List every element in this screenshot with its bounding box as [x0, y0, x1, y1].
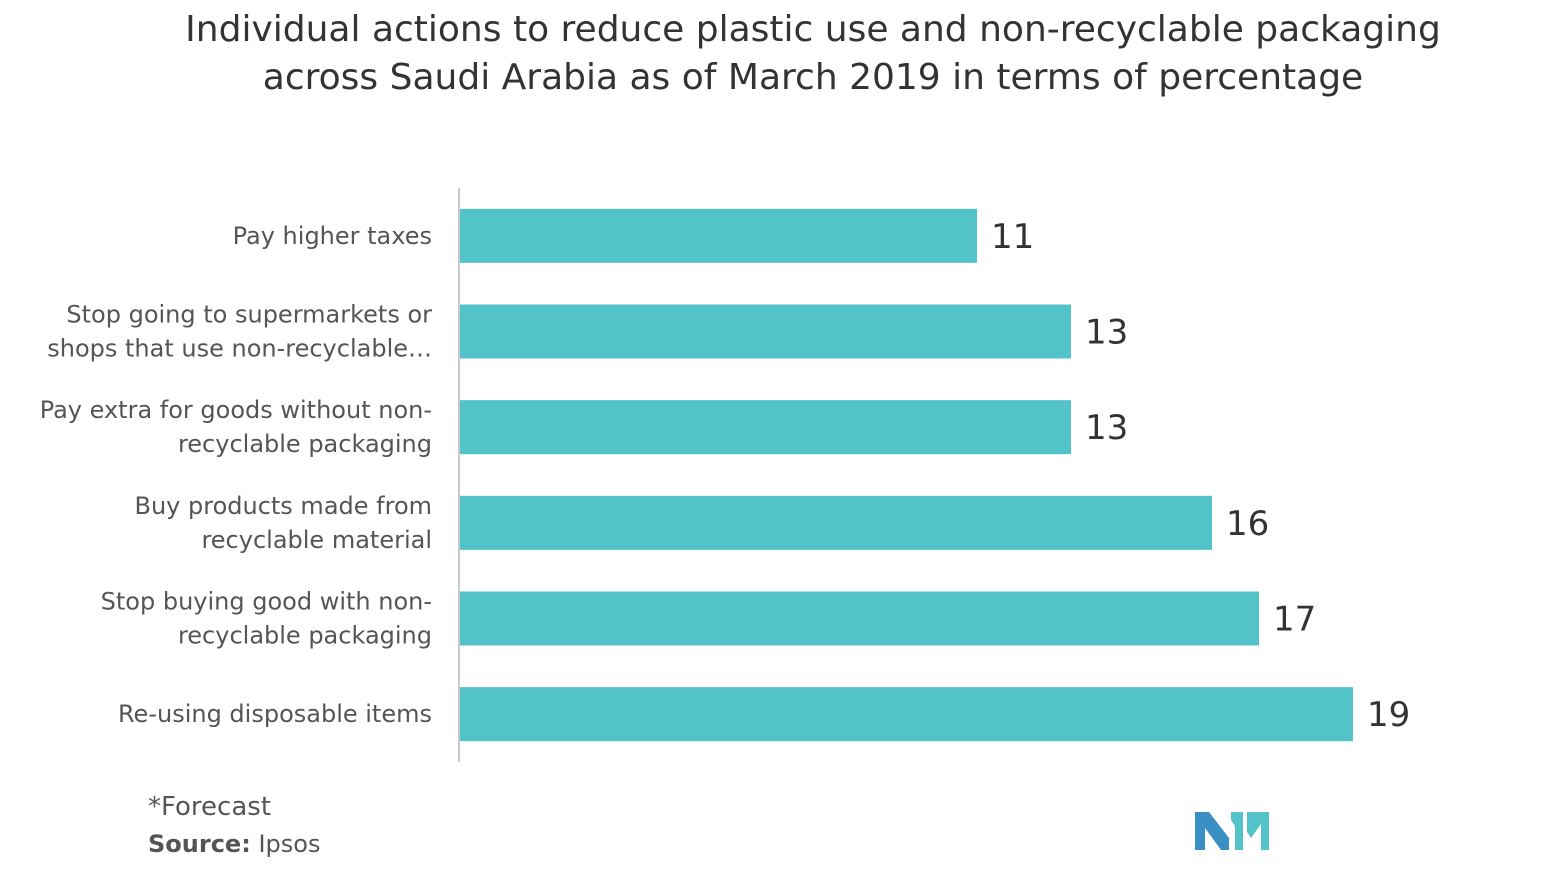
- category-label: Stop going to supermarkets or shops that …: [47, 301, 432, 363]
- bar-value-label: 19: [1367, 695, 1410, 735]
- source-value: Ipsos: [258, 830, 321, 858]
- bar: [460, 495, 1212, 550]
- forecast-note: *Forecast: [148, 792, 272, 822]
- category-label: Pay extra for goods without non-recyclab…: [40, 396, 432, 458]
- bar-value-label: 11: [991, 217, 1034, 257]
- bar-value-label: 16: [1226, 504, 1269, 544]
- bar-value-label: 13: [1085, 313, 1128, 353]
- bar-value-label: 17: [1273, 600, 1316, 640]
- category-label: Pay higher taxes: [233, 222, 432, 250]
- bar: [460, 304, 1071, 359]
- bar: [460, 208, 977, 263]
- category-label: Buy products made from recyclable materia…: [134, 492, 432, 554]
- bar: [460, 687, 1353, 742]
- source-label: Source:: [148, 830, 251, 858]
- mordor-intelligence-logo-icon: [1195, 812, 1269, 850]
- bar: [460, 591, 1259, 646]
- bar-value-label: 13: [1085, 408, 1128, 448]
- category-label: Stop buying good with non-recyclable pac…: [101, 588, 432, 650]
- bar: [460, 400, 1071, 455]
- category-label: Re-using disposable items: [118, 700, 432, 728]
- chart-title: Individual actions to reduce plastic use…: [185, 9, 1441, 98]
- source-line: Source: Ipsos: [148, 830, 320, 858]
